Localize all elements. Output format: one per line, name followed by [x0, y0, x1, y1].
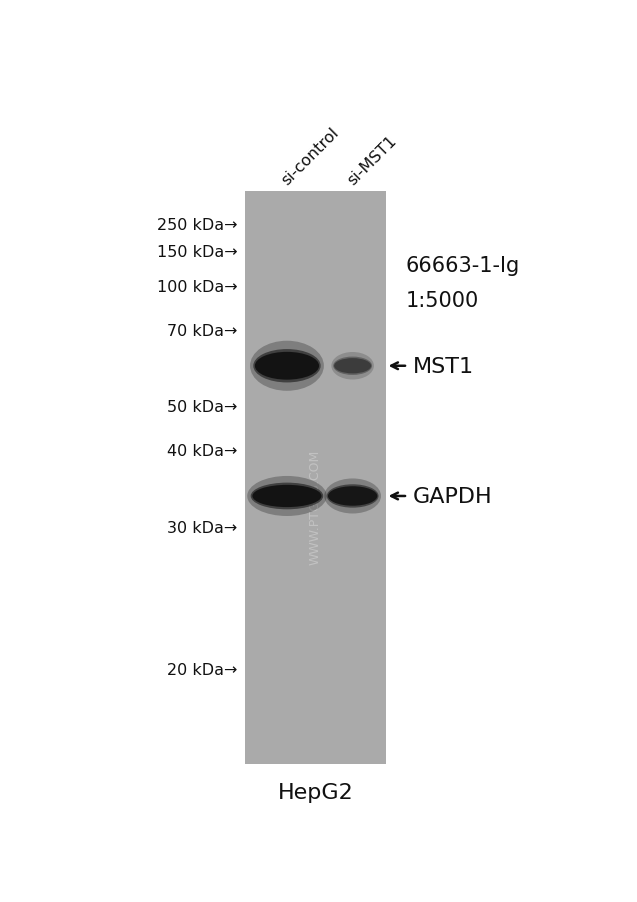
Ellipse shape	[334, 359, 371, 374]
Ellipse shape	[331, 353, 374, 380]
Text: 250 kDa→: 250 kDa→	[157, 217, 238, 233]
Ellipse shape	[255, 353, 319, 381]
Ellipse shape	[254, 350, 320, 383]
Ellipse shape	[252, 485, 322, 508]
Ellipse shape	[324, 479, 381, 514]
Text: 50 kDa→: 50 kDa→	[168, 400, 238, 415]
Ellipse shape	[327, 484, 378, 508]
Text: 66663-1-Ig: 66663-1-Ig	[406, 256, 520, 276]
Text: MST1: MST1	[413, 356, 474, 376]
Text: HepG2: HepG2	[278, 782, 354, 802]
Text: GAPDH: GAPDH	[413, 486, 492, 506]
Text: 100 kDa→: 100 kDa→	[157, 280, 238, 295]
Ellipse shape	[247, 476, 327, 517]
Text: 20 kDa→: 20 kDa→	[168, 663, 238, 677]
Text: 40 kDa→: 40 kDa→	[168, 444, 238, 458]
Text: WWW.PTGAB.COM: WWW.PTGAB.COM	[309, 449, 322, 565]
Text: 1:5000: 1:5000	[406, 290, 478, 310]
Ellipse shape	[333, 357, 372, 375]
Ellipse shape	[328, 487, 377, 506]
Text: si-control: si-control	[279, 125, 342, 189]
Ellipse shape	[250, 341, 324, 391]
Text: 150 kDa→: 150 kDa→	[157, 244, 238, 260]
Ellipse shape	[251, 483, 323, 510]
Text: 30 kDa→: 30 kDa→	[168, 520, 238, 536]
Bar	[245, 191, 386, 765]
Text: si-MST1: si-MST1	[345, 133, 399, 189]
Text: 70 kDa→: 70 kDa→	[168, 323, 238, 338]
